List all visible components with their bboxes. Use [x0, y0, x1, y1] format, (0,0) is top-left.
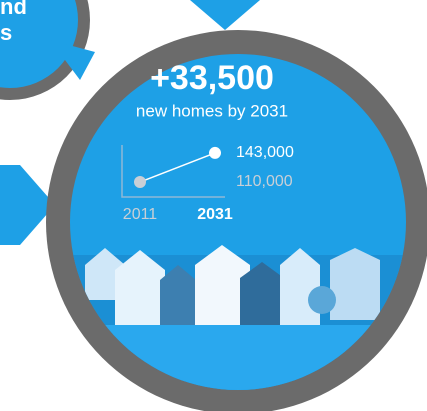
arrow	[0, 165, 55, 245]
house	[115, 250, 165, 325]
value-label: 143,000	[236, 144, 294, 161]
point	[209, 146, 221, 159]
axis	[121, 145, 225, 198]
fragment-text: s	[0, 20, 12, 45]
house	[160, 265, 196, 325]
house	[330, 248, 380, 320]
x-tick-label: 2011	[123, 206, 158, 223]
houses	[85, 245, 380, 325]
value-label: 110,000	[236, 173, 293, 190]
arrow	[50, 40, 95, 80]
subheadline: new homes by 2031	[136, 101, 288, 120]
side-circle	[0, 0, 78, 88]
x-tick-label: 2031	[197, 206, 233, 223]
house	[240, 262, 284, 325]
headline: +33,500	[150, 59, 274, 97]
arrow	[190, 0, 260, 30]
house	[195, 245, 250, 325]
fragment-text: nd	[0, 0, 27, 19]
tree	[308, 286, 336, 314]
point	[134, 176, 146, 189]
line	[139, 152, 216, 183]
